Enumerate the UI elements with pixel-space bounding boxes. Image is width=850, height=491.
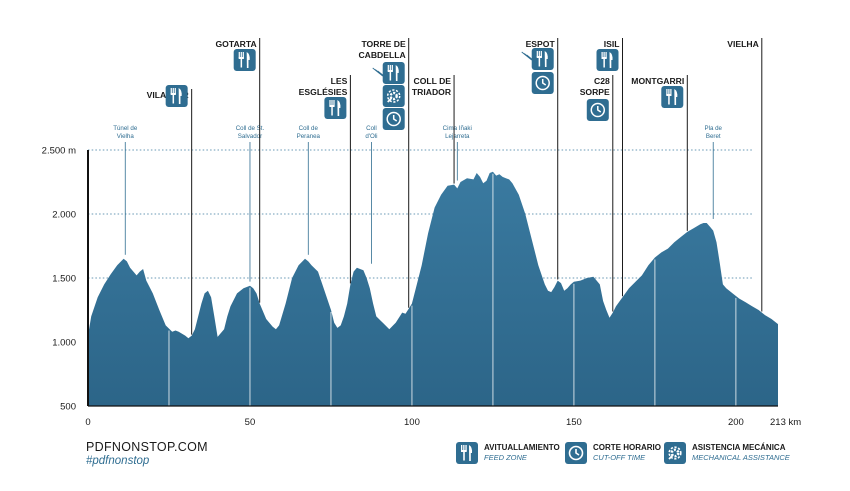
hashtag: #pdfnonstop	[86, 455, 150, 467]
distance-markers	[168, 173, 737, 406]
elevation-area	[88, 171, 778, 406]
town-labels: VILALLERGOTARTALESESGLÉSIESTORRE DECABDE…	[147, 38, 763, 335]
speed-lines	[377, 70, 388, 80]
legend-cut-off: CORTE HORARIO CUT-OFF TIME	[565, 442, 661, 464]
town-name: ESGLÉSIES	[299, 87, 348, 97]
pass-label: Peranea	[297, 133, 321, 140]
x-tick-label: 150	[566, 417, 582, 428]
legend-mechanical: ASISTENCIA MECÁNICA MECHANICAL ASSISTANCE	[664, 442, 790, 464]
clock-hands	[392, 115, 398, 122]
y-tick-label: 1.500	[52, 274, 76, 285]
town-name: VIELHA	[727, 39, 759, 49]
fork-knife-glyph	[387, 65, 399, 81]
gear-outer	[386, 89, 401, 103]
pass-label: Coll de St.	[236, 125, 265, 132]
feed-icon	[596, 49, 619, 71]
clock-face	[535, 75, 550, 91]
pass-label: Cima Iñaki	[443, 125, 472, 132]
legend-feed-zone: AVITUALLAMIENTO FEED ZONE	[456, 442, 560, 464]
town-name: GOTARTA	[215, 39, 256, 49]
fork-knife-glyph	[601, 52, 613, 68]
fork-knife-glyph	[329, 100, 341, 116]
pass-label: Salvador	[238, 133, 262, 140]
elevation-area-path	[88, 171, 778, 406]
feed-icon	[324, 97, 347, 119]
town-name: TORRE DE	[361, 39, 406, 49]
pass-label: Túnel de	[113, 125, 138, 132]
legend-cutoff-sublabel: CUT-OFF TIME	[593, 453, 646, 462]
pass-label: Coll	[366, 125, 377, 132]
pass-label: Beret	[706, 133, 721, 140]
icon-box	[382, 62, 405, 84]
feed-icon	[531, 48, 554, 70]
feed-icon	[382, 62, 405, 84]
y-tick-label: 500	[60, 402, 76, 413]
x-tick-label: 100	[404, 417, 420, 428]
mechanical-icon	[382, 85, 405, 107]
brand-name: PDFNONSTOP.COM	[86, 440, 208, 454]
feed-icon	[165, 85, 188, 107]
town-name: ESPOT	[526, 39, 556, 49]
pass-label: Coll de	[299, 125, 319, 132]
icon-box	[382, 85, 405, 107]
legend-feed-sublabel: FEED ZONE	[484, 453, 527, 462]
speed-lines	[526, 54, 537, 64]
y-tick-label: 1.000	[52, 338, 76, 349]
mechanical-assistance-icon	[664, 442, 686, 464]
y-tick-label: 2.500 m	[42, 146, 76, 157]
pass-label: Lejarreta	[445, 133, 470, 140]
x-end-label: 213 km	[770, 417, 801, 428]
cutoff-icon	[531, 72, 554, 94]
fork-knife-glyph	[170, 88, 182, 104]
icon-box	[324, 97, 347, 119]
feed-icon	[233, 49, 256, 71]
clock-hands	[541, 79, 547, 86]
cutoff-icon	[586, 99, 609, 121]
icon-box	[661, 86, 684, 108]
wrench	[387, 97, 393, 103]
icon-box	[596, 49, 619, 71]
pass-label: Pla de	[704, 125, 722, 132]
fork-knife-glyph	[536, 51, 548, 67]
x-tick-label: 0	[85, 417, 90, 428]
pass-label: Vielha	[117, 133, 135, 140]
legend-cutoff-label: CORTE HORARIO	[593, 443, 661, 452]
icon-box	[233, 49, 256, 71]
feed-zone-icon	[456, 442, 478, 464]
legend-mechanical-sublabel: MECHANICAL ASSISTANCE	[692, 453, 790, 462]
feed-icon	[661, 86, 684, 108]
clock-hands	[597, 106, 602, 113]
town-name: TRIADOR	[412, 87, 452, 97]
icon-box	[531, 48, 554, 70]
cut-off-time-icon	[565, 442, 587, 464]
icon-box	[165, 85, 188, 107]
x-tick-label: 200	[728, 417, 744, 428]
pass-label: d'Oli	[365, 133, 377, 140]
town-name: COLL DE	[413, 76, 451, 86]
town-name: C28	[594, 76, 610, 86]
town-name: LES	[331, 76, 348, 86]
town-name: SORPE	[580, 87, 610, 97]
axes: 500 1.000 1.500 2.000 2.500 m 0 50 100 150 200 213…	[42, 146, 802, 429]
y-tick-label: 2.000	[52, 210, 76, 221]
fork-knife-glyph	[238, 52, 250, 68]
town-name: CABDELLA	[358, 50, 405, 60]
legend-feed-label: AVITUALLAMIENTO	[484, 443, 560, 452]
town-name: MONTGARRI	[631, 76, 684, 86]
x-tick-label: 50	[245, 417, 256, 428]
gear-inner	[389, 91, 398, 101]
fork-knife-glyph	[666, 89, 678, 105]
legend-mechanical-label: ASISTENCIA MECÁNICA	[692, 443, 786, 452]
town-name: ISIL	[604, 39, 620, 49]
clock-face	[386, 111, 401, 127]
clock-face	[590, 102, 606, 118]
cutoff-icon	[382, 108, 405, 130]
